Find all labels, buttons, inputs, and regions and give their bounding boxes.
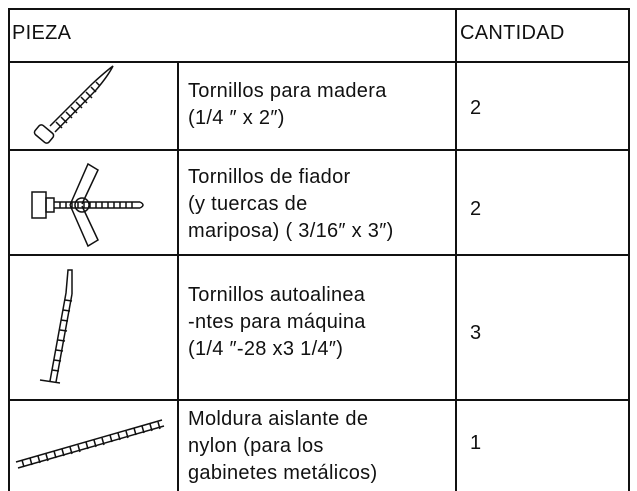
rule — [8, 149, 630, 151]
quantity: 2 — [470, 97, 482, 119]
quantity: 1 — [470, 432, 482, 454]
description-line: gabinetes metálicos) — [188, 462, 378, 484]
description-line: (1/4 ″ x 2″) — [188, 107, 285, 129]
header-cell: PIEZA — [12, 22, 72, 44]
description-line: -ntes para máquina — [188, 311, 366, 333]
rule — [455, 8, 457, 491]
description-line: nylon (para los — [188, 435, 324, 457]
rule — [8, 254, 630, 256]
description-line: (y tuercas de — [188, 193, 308, 215]
quantity: 2 — [470, 198, 482, 220]
molding-icon — [15, 419, 165, 469]
rule — [177, 61, 179, 491]
machine-screw-icon — [39, 269, 73, 384]
description-line: Moldura aislante de — [188, 408, 369, 430]
rule — [8, 8, 630, 10]
description-line: Tornillos para madera — [188, 80, 387, 102]
description-line: Tornillos de fiador — [188, 166, 351, 188]
description-line: mariposa) ( 3/16″ x 3″) — [188, 220, 394, 242]
rule — [8, 61, 630, 63]
rule — [8, 8, 10, 491]
rule — [8, 399, 630, 401]
description-line: (1/4 ″-28 x3 1/4″) — [188, 338, 344, 360]
rule — [628, 8, 630, 491]
toggle-bolt-icon — [31, 162, 144, 248]
wood-screw-icon — [33, 65, 114, 144]
quantity: 3 — [470, 322, 482, 344]
header-cell: CANTIDAD — [460, 22, 565, 44]
description-line: Tornillos autoalinea — [188, 284, 366, 306]
